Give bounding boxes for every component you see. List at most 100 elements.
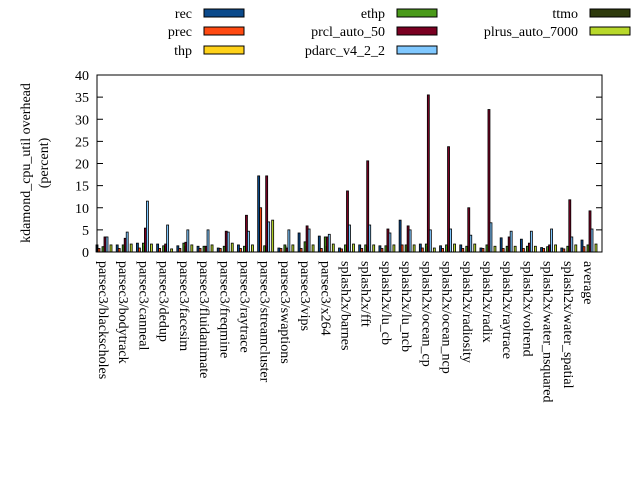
x-tick-label: parsec3/facesim <box>176 261 191 351</box>
bar-prec-8 <box>259 207 263 253</box>
bar-prec-4 <box>178 248 182 253</box>
bar-plrus_auto_7000-9 <box>291 244 295 253</box>
y-tick-label: 10 <box>75 202 89 217</box>
y-tick-label: 35 <box>75 91 89 106</box>
x-tick-label: splash2x/water_nsquared <box>540 261 555 403</box>
x-tick-label: parsec3/canneal <box>135 261 150 350</box>
bar-plrus_auto_7000-4 <box>190 244 194 253</box>
x-tick-label: splash2x/barnes <box>338 261 353 350</box>
x-tick-label: parsec3/fluidanimate <box>196 261 211 378</box>
bar-pdarc_v4_2_2-2 <box>146 200 149 253</box>
y-tick-label: 30 <box>75 113 89 128</box>
bar-pdarc_v4_2_2-4 <box>186 229 190 253</box>
bar-plrus_auto_7000-8 <box>271 219 275 253</box>
x-tick-label: parsec3/streamcluster <box>257 261 272 383</box>
bar-pdarc_v4_2_2-5 <box>206 229 210 253</box>
bar-plrus_auto_7000-10 <box>311 244 315 253</box>
legend-label-ttmo: ttmo <box>552 7 578 22</box>
bar-plrus_auto_7000-22 <box>554 244 557 253</box>
x-tick-label: splash2x/ocean_ncp <box>439 261 454 374</box>
y-tick-label: 25 <box>75 135 89 150</box>
x-tick-label: parsec3/vips <box>297 261 312 331</box>
y-tick-label: 0 <box>82 246 89 261</box>
bar-plrus_auto_7000-14 <box>392 244 396 253</box>
bar-prec-7 <box>239 248 242 253</box>
bar-pdarc_v4_2_2-24 <box>590 228 594 253</box>
bar-plrus_auto_7000-15 <box>412 244 416 253</box>
bar-prec-10 <box>299 248 303 253</box>
bar-prec-13 <box>360 248 364 253</box>
bar-plrus_auto_7000-11 <box>331 243 335 253</box>
bar-prec-9 <box>279 248 283 253</box>
bar-pdarc_v4_2_2-15 <box>408 229 412 253</box>
bar-pdarc_v4_2_2-11 <box>327 233 331 253</box>
bar-pdarc_v4_2_2-3 <box>166 224 170 253</box>
bar-pdarc_v4_2_2-13 <box>368 224 372 253</box>
x-tick-label: parsec3/dedup <box>156 261 171 342</box>
bar-prec-1 <box>117 248 121 253</box>
bar-plrus_auto_7000-21 <box>533 245 537 253</box>
bar-prec-17 <box>441 248 444 253</box>
legend-swatch-prec <box>203 26 245 36</box>
legend-label-thp: thp <box>174 44 192 59</box>
bar-prec-19 <box>481 248 485 253</box>
bars <box>95 94 598 253</box>
bar-pdarc_v4_2_2-20 <box>509 230 513 253</box>
bar-plrus_auto_7000-19 <box>493 245 497 253</box>
bar-pdarc_v4_2_2-23 <box>570 236 574 253</box>
x-tick-label: parsec3/x264 <box>317 261 332 336</box>
legend-label-rec: rec <box>175 7 192 22</box>
plot-border <box>96 74 603 253</box>
x-tick-label: splash2x/lu_ncb <box>398 261 413 352</box>
y-axis: 0 5 10 15 20 25 30 35 40 <box>75 69 602 261</box>
bar-plrus_auto_7000-1 <box>129 243 133 253</box>
x-tick-label: splash2x/raytrace <box>499 261 514 359</box>
y-tick-label: 15 <box>75 180 89 195</box>
bar-plrus_auto_7000-17 <box>453 243 456 253</box>
bar-pdarc_v4_2_2-10 <box>307 228 311 253</box>
bar-pdarc_v4_2_2-22 <box>550 228 553 253</box>
x-tick-label: splash2x/volrend <box>519 261 534 357</box>
legend-swatch-plrus_auto_7000 <box>589 26 631 36</box>
y-tick-label: 20 <box>75 158 89 173</box>
bar-prec-24 <box>582 246 586 253</box>
x-tick-label: parsec3/swaptions <box>277 261 292 364</box>
bar-plrus_auto_7000-23 <box>574 244 578 253</box>
legend-label-pdarc_v4_2_2: pdarc_v4_2_2 <box>305 44 385 59</box>
bar-pdarc_v4_2_2-9 <box>287 229 291 253</box>
y-axis-label-line1: kdamond_cpu_util overhead <box>19 83 34 243</box>
legend-swatch-ethp <box>396 8 438 18</box>
bar-prec-14 <box>380 248 384 253</box>
bar-prec-20 <box>501 248 505 253</box>
bar-plrus_auto_7000-24 <box>594 243 598 253</box>
legend-swatch-pdarc_v4_2_2 <box>396 45 438 55</box>
x-tick-label: parsec3/bodytrack <box>115 261 130 364</box>
bar-prec-22 <box>542 248 545 253</box>
bar-prec-6 <box>218 248 222 253</box>
bar-prec-0 <box>97 248 101 253</box>
y-tick-label: 5 <box>82 224 89 239</box>
bar-plrus_auto_7000-5 <box>210 244 214 253</box>
legend-swatch-rec <box>203 8 245 18</box>
bar-pdarc_v4_2_2-21 <box>529 230 533 253</box>
legend-label-prcl_auto_50: prcl_auto_50 <box>311 25 385 40</box>
x-tick-label: splash2x/radiosity <box>459 261 474 363</box>
x-tick-label: parsec3/raytrace <box>236 261 251 353</box>
bar-pdarc_v4_2_2-7 <box>247 230 250 253</box>
legend-swatch-prcl_auto_50 <box>396 26 438 36</box>
bar-prec-5 <box>198 248 202 253</box>
bar-prec-15 <box>400 244 404 253</box>
bar-plrus_auto_7000-16 <box>432 247 436 253</box>
bar-plrus_auto_7000-12 <box>352 243 355 253</box>
bar-plrus_auto_7000-13 <box>372 244 376 253</box>
x-tick-label: splash2x/fft <box>358 261 373 327</box>
bar-plrus_auto_7000-18 <box>473 243 477 253</box>
x-tick-label: splash2x/radix <box>479 261 494 343</box>
legend-label-prec: prec <box>168 25 192 40</box>
x-tick-label: average <box>580 261 595 305</box>
bar-pdarc_v4_2_2-0 <box>105 236 109 253</box>
x-tick-label: splash2x/lu_cb <box>378 261 393 345</box>
bar-pdarc_v4_2_2-14 <box>388 232 392 253</box>
bar-prcl_auto_50-16 <box>426 94 430 253</box>
bar-pdarc_v4_2_2-1 <box>125 231 129 253</box>
